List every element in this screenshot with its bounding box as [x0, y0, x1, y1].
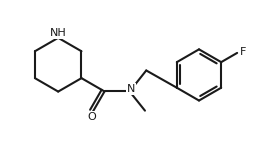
Text: O: O: [87, 112, 96, 122]
Text: NH: NH: [50, 28, 67, 38]
Text: N: N: [127, 84, 135, 94]
Text: F: F: [239, 47, 246, 57]
